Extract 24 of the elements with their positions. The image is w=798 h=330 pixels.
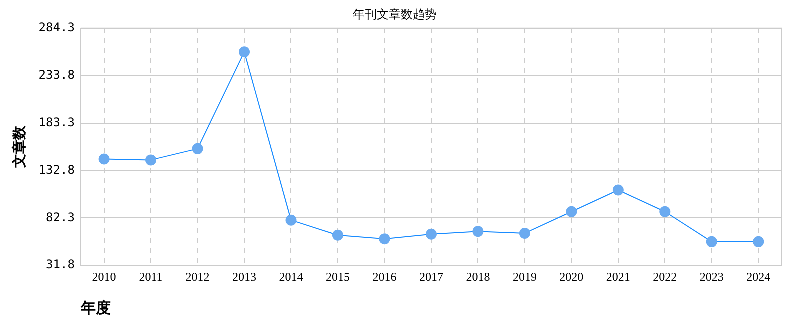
x-tick-label: 2010 bbox=[92, 270, 116, 284]
x-tick-label: 2021 bbox=[606, 270, 630, 284]
y-axis-title: 文章数 bbox=[11, 125, 28, 169]
y-tick-label: 31.8 bbox=[46, 258, 75, 272]
x-tick-label: 2013 bbox=[232, 270, 257, 284]
x-tick-label: 2020 bbox=[560, 270, 584, 284]
y-tick-label: 82.3 bbox=[46, 210, 75, 224]
x-tick-label: 2012 bbox=[186, 270, 210, 284]
x-tick-label: 2019 bbox=[512, 270, 537, 284]
x-tick-label: 2015 bbox=[326, 270, 350, 284]
x-axis-title: 年度 bbox=[80, 298, 111, 317]
x-tick-label: 2024 bbox=[746, 270, 771, 284]
x-tick-label: 2014 bbox=[279, 270, 304, 284]
chart-title: 年刊文章数趋势 bbox=[353, 7, 437, 22]
x-tick-label: 2017 bbox=[419, 270, 444, 284]
x-tick-label: 2022 bbox=[653, 270, 678, 284]
x-tick-label: 2023 bbox=[700, 270, 724, 284]
x-tick-label: 2018 bbox=[466, 270, 490, 284]
y-tick-label: 284.3 bbox=[38, 20, 75, 35]
y-tick-label: 132.8 bbox=[38, 162, 75, 177]
x-tick-label: 2011 bbox=[139, 270, 163, 284]
y-tick-label: 183.3 bbox=[38, 115, 75, 130]
y-tick-label: 233.8 bbox=[38, 68, 75, 82]
x-tick-label: 2016 bbox=[372, 270, 397, 284]
